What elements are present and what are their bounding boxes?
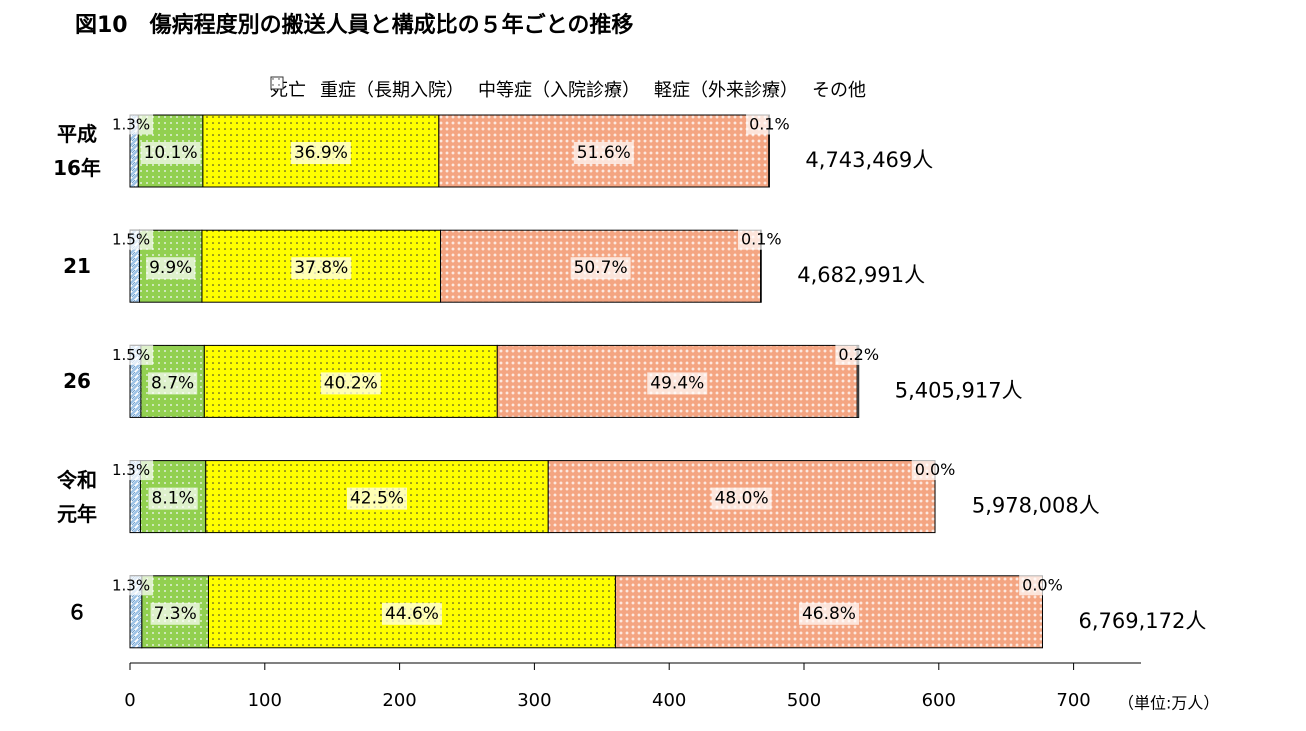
total-label: 5,405,917人 [895, 378, 1023, 402]
label-bg [320, 372, 381, 395]
label-bg [109, 344, 154, 365]
x-tick-label: 600 [922, 690, 956, 711]
legend-label: その他 [812, 80, 866, 101]
x-tick-label: 300 [517, 690, 551, 711]
label-bg [109, 460, 154, 481]
label-bg [573, 142, 634, 164]
data-label: 1.5% [112, 231, 150, 249]
label-bg [381, 602, 442, 625]
legend-label: 軽症（外来診療） [654, 80, 798, 101]
legend-swatch [270, 76, 284, 90]
data-label: 0.1% [741, 230, 782, 249]
label-bg [346, 487, 407, 510]
label-bg [109, 229, 154, 250]
x-tick-label: 700 [1056, 690, 1090, 711]
legend: 死亡 重症（長期入院） 中等症（入院診療） 軽症（外来診療） その他 [270, 76, 866, 102]
label-bg [647, 372, 708, 395]
chart-title: 図10 傷病程度別の搬送人員と構成比の５年ごとの推移 [75, 12, 633, 38]
data-label: 36.9% [294, 143, 348, 163]
label-bg [290, 142, 351, 164]
label-bg [798, 602, 859, 625]
legend-item: 重症（長期入院） [270, 76, 464, 102]
label-bg [150, 602, 200, 625]
label-bg [291, 257, 352, 280]
x-tick-label: 100 [248, 690, 282, 711]
label-bg [746, 113, 793, 135]
data-label: 48.0% [715, 489, 769, 509]
data-label: 46.8% [802, 604, 856, 624]
data-label: 0.0% [1022, 575, 1063, 594]
label-bg [1019, 574, 1066, 596]
data-label: 0.1% [749, 115, 790, 134]
legend-label: 重症（長期入院） [320, 80, 464, 101]
legend-label: 中等症（入院診療） [478, 80, 640, 101]
x-tick-label: 400 [652, 690, 686, 711]
y-tick-label: 21 [63, 254, 91, 279]
total-label: 5,978,008人 [972, 494, 1100, 518]
data-label: 44.6% [385, 604, 439, 624]
data-label: 0.2% [838, 345, 879, 364]
total-label: 6,769,172人 [1078, 609, 1206, 633]
label-bg [737, 228, 785, 250]
y-tick-label: 令和 元年 [57, 467, 97, 526]
bar-segment [203, 344, 498, 418]
data-label: 7.3% [154, 604, 197, 624]
unit-label: （単位:万人） [1118, 694, 1219, 713]
data-label: 51.6% [577, 143, 631, 163]
x-tick-label: 500 [787, 690, 821, 711]
data-label: 0.0% [915, 460, 956, 479]
y-tick-label: 26 [63, 369, 91, 394]
legend-item: 中等症（入院診療） [270, 76, 640, 102]
data-label: 42.5% [350, 489, 404, 509]
label-bg [109, 114, 154, 135]
data-label: 40.2% [324, 373, 378, 393]
label-bg [148, 372, 198, 395]
label-bg [146, 257, 196, 280]
data-label: 8.1% [152, 489, 195, 509]
legend-item: その他 [270, 76, 866, 102]
y-tick-label: ６ [67, 599, 87, 624]
label-bg [711, 487, 772, 510]
data-label: 50.7% [574, 258, 628, 278]
data-label: 9.9% [149, 258, 192, 278]
legend-item: 軽症（外来診療） [270, 76, 798, 102]
label-bg [911, 459, 959, 481]
y-tick-label: 平成 16年 [53, 122, 101, 180]
total-label: 4,682,991人 [797, 263, 925, 287]
total-label: 4,743,469人 [805, 148, 933, 172]
x-tick-label: 200 [382, 690, 416, 711]
data-label: 1.3% [112, 576, 150, 594]
label-bg [835, 343, 883, 365]
label-bg [140, 142, 201, 164]
label-bg [570, 257, 631, 280]
data-label: 10.1% [144, 143, 198, 163]
label-bg [109, 575, 154, 596]
data-label: 49.4% [650, 373, 704, 393]
label-bg [148, 487, 198, 510]
data-label: 1.3% [112, 461, 150, 479]
data-label: 1.3% [112, 116, 150, 134]
data-label: 8.7% [151, 373, 194, 393]
data-label: 37.8% [294, 258, 348, 278]
x-tick-label: 0 [124, 690, 135, 711]
data-label: 1.5% [112, 346, 150, 364]
